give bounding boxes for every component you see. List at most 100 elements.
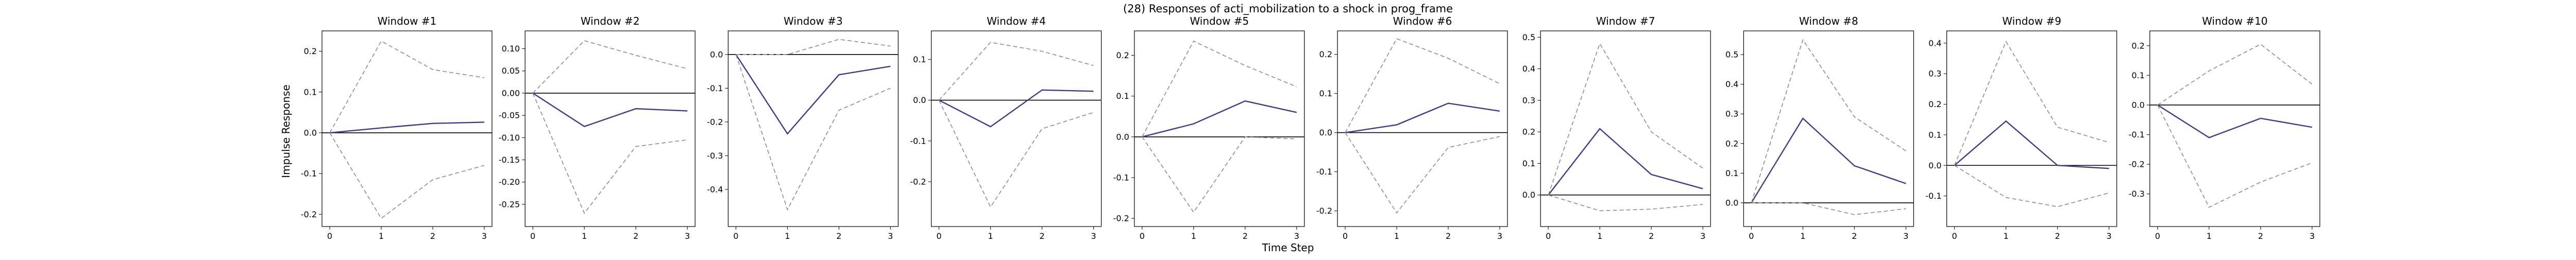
y-tick-label: -0.20 <box>499 177 520 187</box>
y-tick-label: -0.2 <box>1316 206 1332 216</box>
y-tick-label: -0.1 <box>1925 191 1941 201</box>
lower-band-line <box>1142 136 1297 213</box>
irf-line <box>1345 102 1500 133</box>
y-tick-label: 0.1 <box>1522 159 1535 168</box>
y-tick-label: 0.1 <box>304 87 317 97</box>
y-tick-label: 0.2 <box>1116 50 1129 60</box>
x-tick-label: 3 <box>685 231 690 241</box>
lower-band-line <box>329 132 485 219</box>
y-tick-label: -0.4 <box>707 184 723 194</box>
x-tick-label: 3 <box>2310 231 2315 241</box>
panel-window-10: Window #10 0 1 2 3 -0.3 -0.2 -0.1 0.0 0.1 0.2 <box>2129 15 2320 241</box>
y-tick-label: -0.2 <box>2129 160 2145 169</box>
panel-frame <box>930 30 1102 227</box>
x-tick-label: 3 <box>1091 231 1096 241</box>
y-tick-label: 0.2 <box>304 46 317 56</box>
y-tick-label: 0.00 <box>502 88 520 98</box>
irf-line <box>1548 128 1703 196</box>
x-tick-label: 2 <box>430 231 435 241</box>
upper-band-line <box>1954 41 2109 166</box>
lower-band-line <box>1548 194 1703 212</box>
panel-frame <box>727 30 899 227</box>
upper-band-line <box>532 40 688 94</box>
lower-band-line <box>532 93 688 214</box>
y-tick-label: -0.1 <box>301 169 317 179</box>
panel-frame <box>1743 30 1914 227</box>
y-tick-label: 0.0 <box>1116 132 1129 142</box>
y-tick-label: -0.2 <box>1113 214 1129 223</box>
panel-title: Window #4 <box>987 15 1046 27</box>
x-tick-label: 0 <box>937 231 942 241</box>
panel-frame <box>1946 30 2117 227</box>
y-tick-label: 0.10 <box>502 44 520 54</box>
panel-window-9: Window #9 0 1 2 3 -0.1 0.0 0.1 0.2 0.3 0.4 <box>1925 15 2117 241</box>
y-tick-label: -0.15 <box>499 155 520 165</box>
upper-band-line <box>1142 40 1297 137</box>
y-tick-label: 0.0 <box>913 95 926 105</box>
panel-window-5: Window #5 0 1 2 3 -0.2 -0.1 0.0 0.1 0.2 <box>1113 15 1305 241</box>
y-tick-label: 0.0 <box>710 49 723 59</box>
x-tick-label: 1 <box>1597 231 1602 241</box>
panel-window-6: Window #6 0 1 2 3 -0.2 -0.1 0.0 0.1 0.2 <box>1316 15 1508 241</box>
panel-title: Window #3 <box>784 15 843 27</box>
upper-band-line <box>1751 39 1906 203</box>
y-tick-label: 0.2 <box>1725 138 1738 148</box>
lower-band-line <box>938 100 1094 208</box>
panel-window-2: Window #2 0 1 2 3 -0.25 -0.20 -0.15 -0.10 -0.05 0.… <box>499 15 696 241</box>
y-tick-label: -0.2 <box>910 177 926 186</box>
y-tick-label: 0.2 <box>2131 41 2144 50</box>
y-tick-label: -0.1 <box>1316 167 1332 177</box>
x-tick-label: 3 <box>482 231 487 241</box>
lower-band-line <box>1345 132 1500 214</box>
y-tick-label: -0.05 <box>499 111 520 120</box>
x-tick-label: 2 <box>1649 231 1654 241</box>
y-tick-label: -0.2 <box>707 117 723 127</box>
x-tick-label: 2 <box>2055 231 2060 241</box>
panel-window-1: Window #1 0 1 2 3 -0.2 -0.1 0.0 0.1 0.2 <box>301 15 493 241</box>
y-tick-label: 0.0 <box>2131 100 2144 110</box>
y-tick-label: 0.0 <box>1522 190 1535 200</box>
x-tick-label: 0 <box>2155 231 2160 241</box>
upper-band-line <box>1345 38 1500 133</box>
y-tick-label: 0.2 <box>1522 127 1535 137</box>
irf-line <box>1142 100 1297 137</box>
y-tick-label: 0.1 <box>1725 168 1738 178</box>
x-tick-label: 1 <box>582 231 587 241</box>
panel-title: Window #7 <box>1596 15 1655 27</box>
panel-title: Window #6 <box>1393 15 1452 27</box>
x-tick-label: 3 <box>888 231 893 241</box>
upper-band-line <box>736 39 891 55</box>
y-tick-label: 0.2 <box>1319 49 1332 59</box>
x-tick-label: 0 <box>1140 231 1145 241</box>
irf-line <box>1751 117 1906 203</box>
y-tick-label: 0.4 <box>1725 79 1738 89</box>
y-tick-label: 0.3 <box>1928 69 1941 79</box>
y-tick-label: -0.1 <box>707 83 723 93</box>
y-tick-label: 0.1 <box>2131 71 2144 80</box>
y-tick-label: -0.1 <box>910 136 926 146</box>
x-tick-label: 0 <box>1952 231 1957 241</box>
x-tick-label: 3 <box>1497 231 1502 241</box>
x-axis-label: Time Step <box>1262 241 1314 254</box>
y-tick-label: 0.3 <box>1522 95 1535 105</box>
panel-frame <box>1540 30 1711 227</box>
panel-frame <box>524 30 696 227</box>
y-tick-label: 0.3 <box>1725 109 1738 119</box>
y-tick-label: 0.05 <box>502 66 520 76</box>
y-tick-label: 0.5 <box>1522 32 1535 42</box>
x-tick-label: 3 <box>1903 231 1908 241</box>
panel-frame <box>2149 30 2320 227</box>
y-tick-label: -0.1 <box>1113 173 1129 183</box>
panel-title: Window #2 <box>581 15 640 27</box>
x-tick-label: 1 <box>1394 231 1399 241</box>
panel-frame <box>321 30 493 227</box>
panel-title: Window #9 <box>2002 15 2061 27</box>
x-tick-label: 2 <box>836 231 841 241</box>
x-tick-label: 1 <box>2207 231 2212 241</box>
figure-title: (28) Responses of acti_mobilization to a… <box>1123 3 1453 15</box>
panel-frame <box>1337 30 1508 227</box>
irf-line <box>939 89 1094 128</box>
